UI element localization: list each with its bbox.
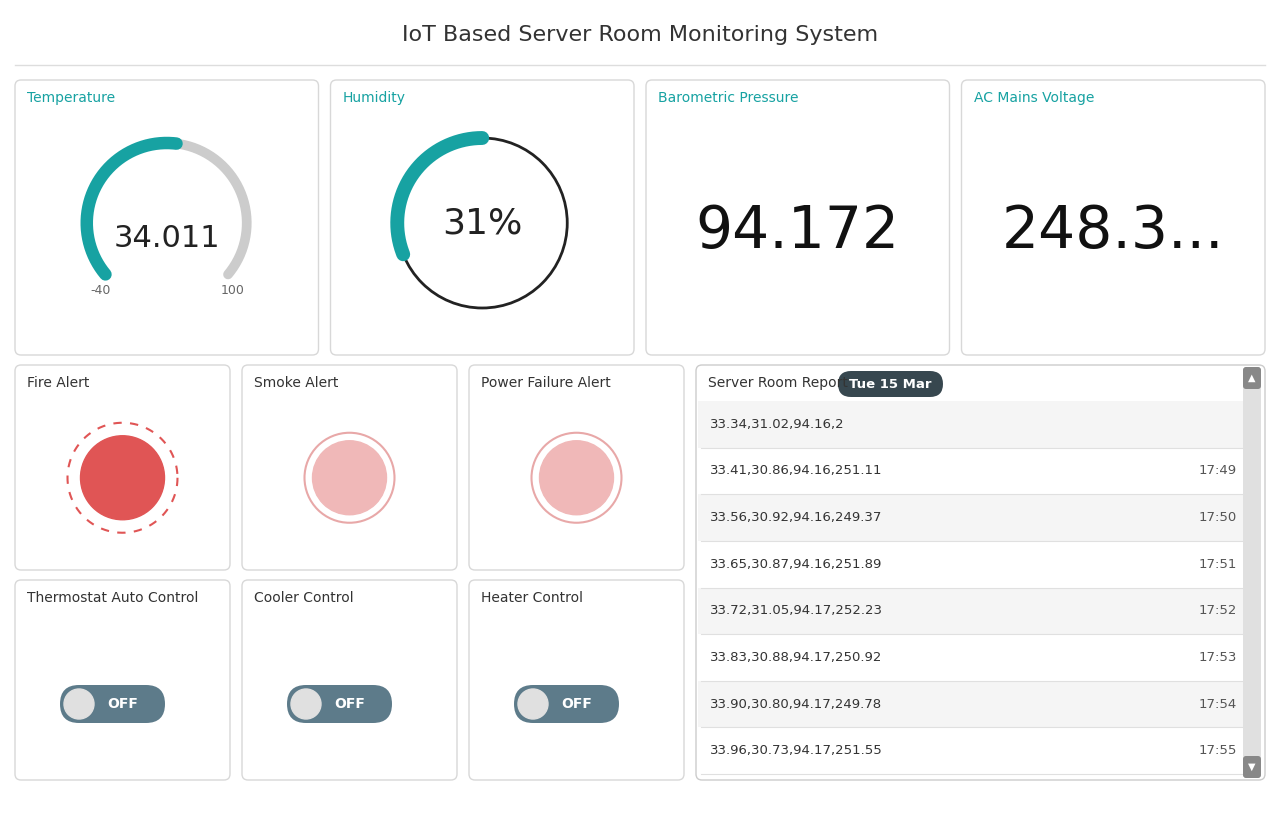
Text: 31%: 31%	[442, 206, 522, 240]
Text: OFF: OFF	[561, 697, 591, 711]
Text: Cooler Control: Cooler Control	[253, 591, 353, 605]
Text: 33.41,30.86,94.16,251.11: 33.41,30.86,94.16,251.11	[710, 465, 882, 477]
Text: Smoke Alert: Smoke Alert	[253, 376, 338, 390]
Text: OFF: OFF	[334, 697, 365, 711]
Circle shape	[518, 689, 548, 719]
FancyBboxPatch shape	[60, 685, 165, 723]
FancyBboxPatch shape	[242, 365, 457, 570]
Text: 17:52: 17:52	[1198, 604, 1236, 618]
Text: 33.56,30.92,94.16,249.37: 33.56,30.92,94.16,249.37	[710, 511, 882, 524]
FancyBboxPatch shape	[698, 494, 1245, 541]
FancyBboxPatch shape	[468, 365, 684, 570]
Text: Server Room Report: Server Room Report	[708, 376, 847, 390]
Text: 33.96,30.73,94.17,251.55: 33.96,30.73,94.17,251.55	[710, 745, 883, 757]
FancyBboxPatch shape	[698, 681, 1245, 727]
FancyBboxPatch shape	[15, 80, 319, 355]
Text: Heater Control: Heater Control	[481, 591, 582, 605]
Circle shape	[312, 441, 387, 515]
Circle shape	[539, 441, 613, 515]
Text: 94.172: 94.172	[696, 203, 900, 260]
Text: 33.65,30.87,94.16,251.89: 33.65,30.87,94.16,251.89	[710, 558, 882, 571]
FancyBboxPatch shape	[1243, 756, 1261, 778]
Text: 17:49: 17:49	[1199, 465, 1236, 477]
FancyBboxPatch shape	[698, 401, 1245, 447]
Text: AC Mains Voltage: AC Mains Voltage	[974, 91, 1094, 105]
FancyBboxPatch shape	[838, 371, 943, 397]
Text: 17:53: 17:53	[1198, 651, 1236, 664]
FancyBboxPatch shape	[696, 365, 1265, 780]
Text: IoT Based Server Room Monitoring System: IoT Based Server Room Monitoring System	[402, 25, 878, 45]
Text: 17:55: 17:55	[1198, 745, 1236, 757]
Text: 17:54: 17:54	[1199, 697, 1236, 710]
Text: 33.34,31.02,94.16,2: 33.34,31.02,94.16,2	[710, 417, 845, 431]
Text: Temperature: Temperature	[27, 91, 115, 105]
Text: ▼: ▼	[1248, 762, 1256, 772]
FancyBboxPatch shape	[646, 80, 950, 355]
Text: Humidity: Humidity	[343, 91, 406, 105]
Text: Power Failure Alert: Power Failure Alert	[481, 376, 611, 390]
Text: 17:50: 17:50	[1199, 511, 1236, 524]
Circle shape	[81, 436, 165, 520]
FancyBboxPatch shape	[961, 80, 1265, 355]
Text: ▲: ▲	[1248, 373, 1256, 383]
Circle shape	[291, 689, 321, 719]
Text: 34.011: 34.011	[114, 223, 220, 252]
Text: Fire Alert: Fire Alert	[27, 376, 90, 390]
Text: 100: 100	[221, 285, 244, 297]
Circle shape	[64, 689, 93, 719]
FancyBboxPatch shape	[1243, 367, 1261, 778]
Text: 33.83,30.88,94.17,250.92: 33.83,30.88,94.17,250.92	[710, 651, 882, 664]
Text: Barometric Pressure: Barometric Pressure	[658, 91, 799, 105]
FancyBboxPatch shape	[1243, 367, 1261, 389]
Text: 248.3...: 248.3...	[1002, 203, 1225, 260]
FancyBboxPatch shape	[287, 685, 392, 723]
Text: 33.72,31.05,94.17,252.23: 33.72,31.05,94.17,252.23	[710, 604, 883, 618]
Text: OFF: OFF	[108, 697, 138, 711]
FancyBboxPatch shape	[15, 365, 230, 570]
FancyBboxPatch shape	[515, 685, 620, 723]
Text: Tue 15 Mar: Tue 15 Mar	[849, 378, 932, 390]
FancyBboxPatch shape	[468, 580, 684, 780]
FancyBboxPatch shape	[242, 580, 457, 780]
Text: 33.90,30.80,94.17,249.78: 33.90,30.80,94.17,249.78	[710, 697, 882, 710]
Text: -40: -40	[91, 285, 110, 297]
FancyBboxPatch shape	[330, 80, 634, 355]
FancyBboxPatch shape	[15, 580, 230, 780]
Text: 17:51: 17:51	[1198, 558, 1236, 571]
FancyBboxPatch shape	[698, 588, 1245, 634]
Text: Thermostat Auto Control: Thermostat Auto Control	[27, 591, 198, 605]
